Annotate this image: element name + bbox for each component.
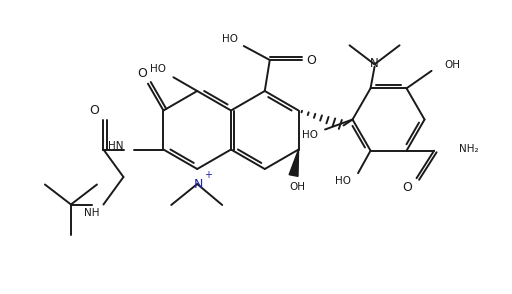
Polygon shape	[289, 150, 298, 176]
Text: HO: HO	[222, 34, 238, 44]
Text: HN: HN	[108, 141, 123, 151]
Text: +: +	[204, 170, 212, 180]
Text: HO: HO	[151, 64, 166, 74]
Text: O: O	[137, 67, 147, 80]
Text: O: O	[402, 181, 413, 194]
Text: NH₂: NH₂	[459, 144, 479, 154]
Text: OH: OH	[444, 60, 460, 70]
Text: N: N	[370, 57, 379, 70]
Text: OH: OH	[290, 181, 306, 191]
Text: N: N	[194, 178, 203, 191]
Text: HO: HO	[335, 176, 351, 186]
Text: HO: HO	[302, 129, 318, 139]
Text: O: O	[306, 54, 316, 66]
Text: O: O	[90, 104, 99, 117]
Text: NH: NH	[84, 208, 99, 218]
